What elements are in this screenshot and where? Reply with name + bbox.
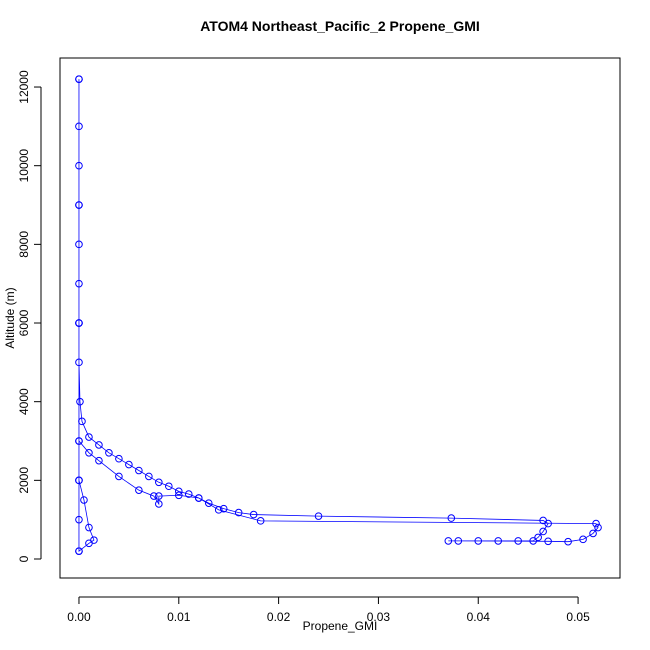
data-point xyxy=(75,515,83,524)
data-point xyxy=(150,492,158,500)
data-point xyxy=(75,161,83,170)
data-point xyxy=(494,537,503,545)
data-point xyxy=(594,523,602,532)
data-point xyxy=(105,449,113,457)
data-point xyxy=(85,433,93,441)
data-point xyxy=(234,508,243,517)
data-point xyxy=(125,460,133,469)
x-axis-label: Propene_GMI xyxy=(303,619,378,633)
data-point xyxy=(78,417,86,426)
data-point xyxy=(529,537,537,545)
data-point xyxy=(165,482,173,491)
data-point xyxy=(194,494,203,502)
data-point xyxy=(145,472,153,481)
data-point xyxy=(204,499,213,507)
data-point xyxy=(85,523,93,532)
data-point xyxy=(135,486,143,494)
data-point xyxy=(249,510,258,519)
data-point xyxy=(174,487,183,496)
data-point xyxy=(75,547,83,555)
data-point xyxy=(474,537,483,545)
data-point xyxy=(219,504,228,513)
data-point xyxy=(155,500,163,508)
data-point xyxy=(76,397,84,406)
data-point xyxy=(75,75,83,83)
data-point xyxy=(75,476,83,485)
data-point xyxy=(155,492,163,500)
y-tick-label: 4000 xyxy=(17,388,31,415)
y-tick-label: 12000 xyxy=(17,70,31,104)
data-line xyxy=(78,79,599,552)
data-point xyxy=(514,537,522,545)
data-point xyxy=(444,537,453,545)
data-point xyxy=(447,514,456,522)
x-tick-label: 0.00 xyxy=(67,610,91,624)
data-point xyxy=(115,454,123,463)
data-point xyxy=(184,490,193,498)
data-point xyxy=(75,240,83,249)
data-point xyxy=(544,519,552,528)
y-tick-label: 0 xyxy=(17,555,31,562)
x-tick-label: 0.01 xyxy=(167,610,191,624)
data-point xyxy=(95,441,103,449)
chart-title: ATOM4 Northeast_Pacific_2 Propene_GMI xyxy=(200,18,480,34)
data-point xyxy=(314,512,323,520)
data-point xyxy=(85,539,93,548)
y-tick-label: 8000 xyxy=(17,231,31,258)
y-tick-label: 2000 xyxy=(17,467,31,494)
y-tick-label: 6000 xyxy=(17,309,31,336)
data-point xyxy=(589,529,597,538)
x-tick-label: 0.02 xyxy=(267,610,291,624)
data-point xyxy=(85,449,93,457)
data-point xyxy=(534,533,542,542)
plot-frame xyxy=(59,57,621,579)
data-point xyxy=(155,478,163,487)
data-point xyxy=(592,519,600,528)
data-point xyxy=(539,527,547,536)
data-point xyxy=(95,456,103,465)
data-point xyxy=(174,491,183,500)
data-point xyxy=(454,537,463,545)
data-point xyxy=(75,437,83,445)
x-tick-label: 0.04 xyxy=(467,610,491,624)
data-point xyxy=(135,466,143,475)
y-axis-label: Altitude (m) xyxy=(3,287,17,348)
data-point xyxy=(256,517,265,525)
data-point xyxy=(115,472,123,481)
data-point xyxy=(75,201,83,209)
data-point xyxy=(75,122,83,131)
data-point xyxy=(544,537,552,546)
data-point xyxy=(75,319,83,327)
x-tick-label: 0.05 xyxy=(566,610,590,624)
data-point xyxy=(214,506,223,514)
x-tick-label: 0.03 xyxy=(367,610,391,624)
data-point xyxy=(75,279,83,288)
data-point xyxy=(579,535,587,544)
data-point xyxy=(564,537,572,546)
y-tick-label: 10000 xyxy=(17,149,31,183)
data-point xyxy=(80,496,88,504)
data-point xyxy=(75,358,83,367)
